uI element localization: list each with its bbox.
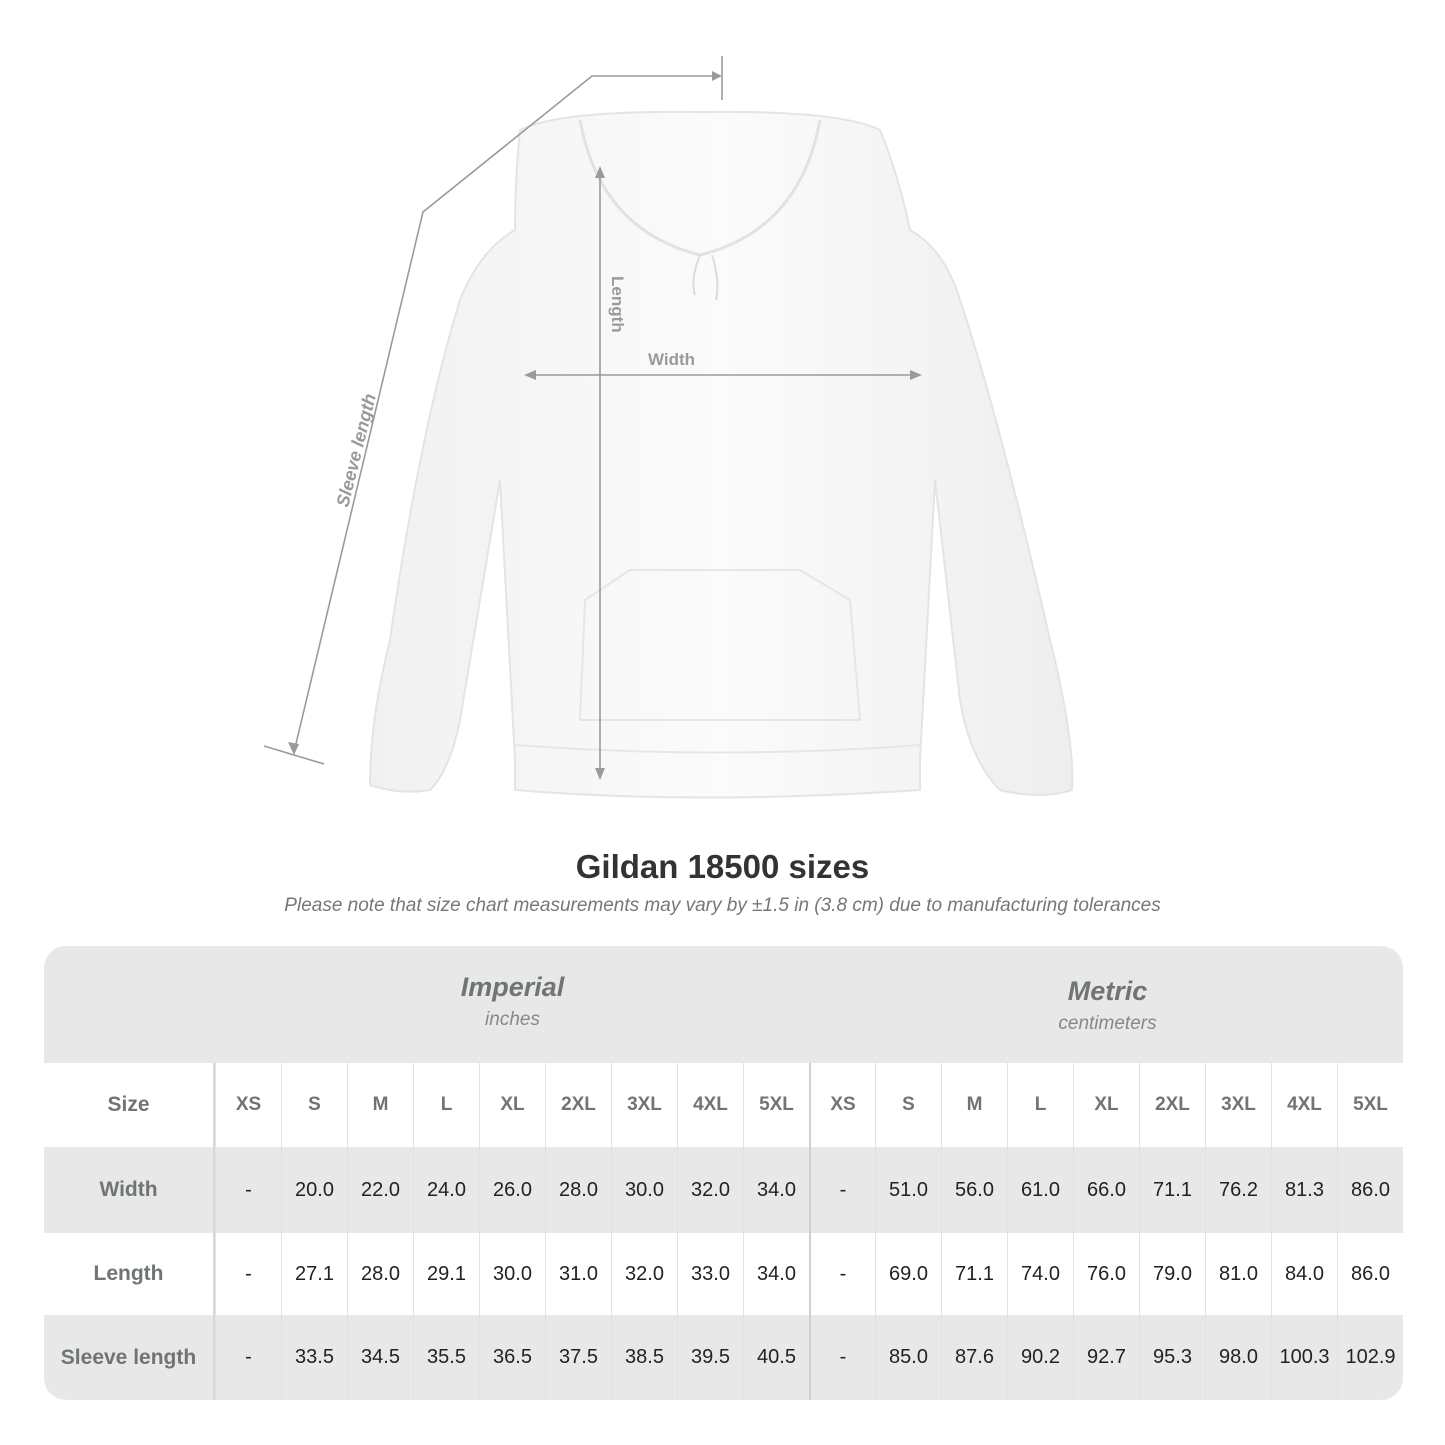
value-metric: 61.0	[1007, 1147, 1073, 1233]
size-metric-header: XS	[809, 1063, 875, 1147]
size-header-row: Size XS S M L XL 2XL 3XL 4XL 5XL XS S M L XL 2XL 3XL 4XL 5…	[44, 1063, 1403, 1147]
value-metric: 69.0	[875, 1233, 941, 1315]
imperial-unit: inches	[485, 1009, 540, 1030]
hoodie-diagram: Sleeve length Length Width	[263, 56, 1074, 799]
value-metric: 86.0	[1337, 1147, 1403, 1233]
value-imperial: 34.5	[347, 1315, 413, 1400]
table-row: Sleeve length -33.5 34.5 35.5 36.5 37.5 38.5 39…	[44, 1315, 1403, 1400]
value-metric: 98.0	[1205, 1315, 1271, 1400]
value-imperial: 27.1	[281, 1233, 347, 1315]
row-label: Size	[44, 1063, 215, 1147]
value-imperial: 35.5	[413, 1315, 479, 1400]
value-imperial: 34.0	[743, 1233, 809, 1315]
length-label: Length	[608, 276, 627, 333]
value-imperial: 33.0	[677, 1233, 743, 1315]
value-metric: 79.0	[1139, 1233, 1205, 1315]
value-metric: -	[809, 1233, 875, 1315]
value-imperial: 34.0	[743, 1147, 809, 1233]
value-metric: 85.0	[875, 1315, 941, 1400]
sleeve-length-label: Sleeve length	[332, 392, 379, 509]
table-row: Width -20.0 22.0 24.0 26.0 28.0 30.0 32.0 34.0-5…	[44, 1147, 1403, 1233]
size-metric-header: 3XL	[1205, 1063, 1271, 1147]
value-imperial: 26.0	[479, 1147, 545, 1233]
value-imperial: 38.5	[611, 1315, 677, 1400]
value-imperial: 36.5	[479, 1315, 545, 1400]
value-imperial: 32.0	[677, 1147, 743, 1233]
size-imperial-header: 2XL	[545, 1063, 611, 1147]
row-label: Width	[44, 1147, 215, 1233]
size-metric-header: S	[875, 1063, 941, 1147]
value-metric: 86.0	[1337, 1233, 1403, 1315]
value-imperial: 39.5	[677, 1315, 743, 1400]
value-imperial: 32.0	[611, 1233, 677, 1315]
value-metric: 76.0	[1073, 1233, 1139, 1315]
unit-header-band	[44, 946, 1403, 1063]
value-metric: 102.9	[1337, 1315, 1403, 1400]
value-imperial: 22.0	[347, 1147, 413, 1233]
sleeve-length-line	[293, 75, 720, 753]
value-metric: -	[809, 1147, 875, 1233]
page-title: Gildan 18500 sizes	[575, 848, 870, 885]
value-imperial: 31.0	[545, 1233, 611, 1315]
size-metric-header: M	[941, 1063, 1007, 1147]
size-metric-header: 5XL	[1337, 1063, 1403, 1147]
hoodie-image	[368, 110, 1074, 799]
value-imperial: 40.5	[743, 1315, 809, 1400]
value-imperial: -	[215, 1147, 281, 1233]
row-label: Length	[44, 1233, 215, 1315]
size-imperial-header: XS	[215, 1063, 281, 1147]
value-metric: 66.0	[1073, 1147, 1139, 1233]
value-metric: 74.0	[1007, 1233, 1073, 1315]
value-metric: 84.0	[1271, 1233, 1337, 1315]
value-metric: -	[809, 1315, 875, 1400]
size-metric-header: XL	[1073, 1063, 1139, 1147]
tolerance-note: Please note that size chart measurements…	[284, 895, 1161, 916]
value-imperial: 33.5	[281, 1315, 347, 1400]
width-label: Width	[648, 350, 695, 369]
size-imperial-header: S	[281, 1063, 347, 1147]
size-imperial-header: 3XL	[611, 1063, 677, 1147]
value-imperial: 30.0	[479, 1233, 545, 1315]
value-imperial: -	[215, 1315, 281, 1400]
value-metric: 76.2	[1205, 1147, 1271, 1233]
size-metric-header: 2XL	[1139, 1063, 1205, 1147]
value-imperial: 28.0	[347, 1233, 413, 1315]
size-imperial-header: 4XL	[677, 1063, 743, 1147]
value-metric: 90.2	[1007, 1315, 1073, 1400]
value-imperial: 24.0	[413, 1147, 479, 1233]
imperial-title: Imperial	[460, 972, 565, 1002]
size-table: Imperial inches Metric centimeters Size X…	[44, 946, 1403, 1400]
metric-title: Metric	[1067, 976, 1148, 1006]
size-imperial-header: M	[347, 1063, 413, 1147]
metric-header: Metric centimeters	[810, 950, 1403, 1067]
metric-unit: centimeters	[1058, 1013, 1157, 1034]
value-imperial: 28.0	[545, 1147, 611, 1233]
value-imperial: 20.0	[281, 1147, 347, 1233]
size-metric-header: 4XL	[1271, 1063, 1337, 1147]
value-metric: 56.0	[941, 1147, 1007, 1233]
value-metric: 71.1	[1139, 1147, 1205, 1233]
value-imperial: 37.5	[545, 1315, 611, 1400]
value-metric: 87.6	[941, 1315, 1007, 1400]
imperial-header: Imperial inches	[215, 946, 810, 1063]
value-metric: 92.7	[1073, 1315, 1139, 1400]
value-imperial: 29.1	[413, 1233, 479, 1315]
size-metric-header: L	[1007, 1063, 1073, 1147]
row-label: Sleeve length	[44, 1315, 215, 1400]
table-row: Length -27.1 28.0 29.1 30.0 31.0 32.0 33.0 34.0-…	[44, 1233, 1403, 1315]
value-metric: 95.3	[1139, 1315, 1205, 1400]
size-imperial-header: L	[413, 1063, 479, 1147]
value-metric: 100.3	[1271, 1315, 1337, 1400]
value-metric: 81.3	[1271, 1147, 1337, 1233]
value-imperial: 30.0	[611, 1147, 677, 1233]
size-imperial-header: 5XL	[743, 1063, 809, 1147]
value-metric: 71.1	[941, 1233, 1007, 1315]
value-metric: 51.0	[875, 1147, 941, 1233]
size-imperial-header: XL	[479, 1063, 545, 1147]
value-metric: 81.0	[1205, 1233, 1271, 1315]
value-imperial: -	[215, 1233, 281, 1315]
